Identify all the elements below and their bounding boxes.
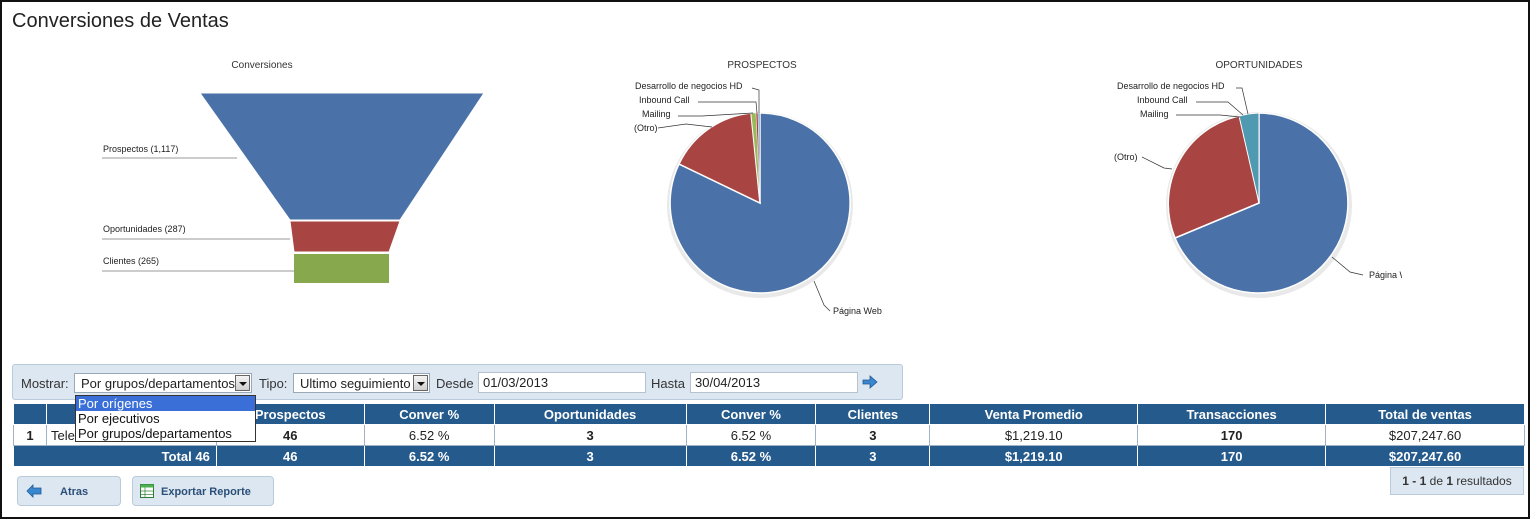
prospectos-pie-chart: Desarrollo de negocios HD Inbound Call M…: [634, 81, 882, 316]
row-conver-1: 6.52 %: [363, 424, 495, 446]
total-transacciones: 170: [1137, 445, 1327, 467]
funnel-label-clientes: Clientes: [103, 256, 136, 266]
funnel-chart-title: Conversiones: [231, 60, 293, 71]
pie-label-otro: (Otro): [634, 123, 658, 133]
pager-from: 1: [1402, 474, 1409, 488]
tipo-select-value: Ultimo seguimiento: [300, 376, 411, 391]
total-venta-promedio: $1,219.10: [929, 445, 1139, 467]
pie-slice-desarrollo-hd: [1238, 112, 1260, 204]
hasta-label: Hasta: [651, 376, 685, 391]
pager-to: 1: [1419, 474, 1427, 488]
funnel-chart: Prospectos (1,117) Oportunidades (287) C…: [102, 92, 485, 283]
funnel-stage-oportunidades: [289, 220, 401, 253]
funnel-value-oportunidades: (287): [165, 224, 186, 234]
dropdown-option-ejecutivos[interactable]: Por ejecutivos: [78, 411, 160, 426]
total-clientes: 3: [815, 445, 931, 467]
mostrar-dropdown-list: Por orígenes Por ejecutivos Por grupos/d…: [75, 395, 256, 442]
header-conver-1[interactable]: Conver %: [363, 403, 495, 425]
funnel-value-clientes: (265): [138, 256, 159, 266]
pager-de: de: [1426, 474, 1447, 488]
header-num: [13, 403, 47, 425]
funnel-stage-clientes: [294, 254, 389, 283]
desde-label: Desde: [436, 376, 474, 391]
total-label: Total 46: [13, 445, 217, 467]
oportunidades-pie-chart: Desarrollo de negocios HD Inbound Call M…: [1114, 81, 1402, 298]
page-title: Conversiones de Ventas: [12, 10, 229, 32]
desde-date-input[interactable]: [478, 372, 646, 393]
pie-label-otro: (Otro): [1114, 152, 1138, 162]
row-transacciones[interactable]: 170: [1137, 424, 1327, 446]
arrow-right-icon[interactable]: [861, 373, 879, 391]
pager-count: 1: [1446, 474, 1454, 488]
mostrar-label: Mostrar:: [21, 376, 69, 391]
funnel-label-oportunidades: Oportunidades: [103, 224, 163, 234]
pie-label-inbound-call: Inbound Call: [639, 95, 690, 105]
pie-label-mailing: Mailing: [642, 109, 671, 119]
atras-button[interactable]: Atras: [17, 476, 121, 506]
header-transacciones[interactable]: Transacciones: [1137, 403, 1327, 425]
pie-slice-otro: [1167, 114, 1260, 239]
header-total-ventas[interactable]: Total de ventas: [1325, 403, 1525, 425]
total-prospectos: 46: [215, 445, 365, 467]
chevron-down-icon[interactable]: [235, 375, 250, 391]
arrow-left-icon: [26, 484, 42, 498]
tipo-select[interactable]: Ultimo seguimiento: [293, 373, 430, 393]
hasta-date-input[interactable]: [690, 372, 858, 393]
total-oportunidades: 3: [493, 445, 687, 467]
dropdown-option-origenes[interactable]: Por orígenes: [76, 396, 255, 411]
header-clientes[interactable]: Clientes: [815, 403, 931, 425]
svg-text:Oportunidades (287): Oportunidades (287): [103, 224, 186, 234]
total-conver-1: 6.52 %: [363, 445, 495, 467]
row-conver-2: 6.52 %: [685, 424, 817, 446]
mostrar-select-value: Por grupos/departamentos: [81, 376, 235, 391]
filter-bar: Mostrar: Por grupos/departamentos Tipo: …: [12, 364, 903, 400]
row-num: 1: [13, 424, 47, 446]
exportar-reporte-label: Exportar Reporte: [161, 486, 251, 498]
atras-button-label: Atras: [60, 486, 89, 498]
exportar-reporte-button[interactable]: Exportar Reporte: [132, 476, 274, 506]
pager-sep: -: [1408, 474, 1420, 488]
pie-slice-pagina-web: [1174, 112, 1349, 294]
total-total-ventas: $207,247.60: [1325, 445, 1525, 467]
row-total-ventas: $207,247.60: [1325, 424, 1525, 446]
header-conver-2[interactable]: Conver %: [685, 403, 817, 425]
mostrar-select[interactable]: Por grupos/departamentos: [74, 373, 252, 393]
pie-label-pagina-web: Página Web: [1369, 270, 1402, 280]
spreadsheet-icon: [140, 484, 154, 498]
total-conver-2: 6.52 %: [685, 445, 817, 467]
pie-label-desarrollo-hd: Desarrollo de negocios HD: [1117, 81, 1225, 91]
pie-label-pagina-web: Página Web: [833, 306, 882, 316]
funnel-label-prospectos: Prospectos: [103, 144, 149, 154]
pager-suffix: resultados: [1453, 474, 1512, 488]
svg-text:Clientes (265): Clientes (265): [103, 256, 159, 266]
row-oportunidades[interactable]: 3: [493, 424, 687, 446]
pagination-summary: 1 - 1 de 1 resultados: [1390, 467, 1524, 495]
header-oportunidades[interactable]: Oportunidades: [493, 403, 687, 425]
table-total-row: Total 46 46 6.52 % 3 6.52 % 3 $1,219.10 …: [13, 445, 1525, 467]
prospectos-chart-title: PROSPECTOS: [727, 60, 797, 71]
tipo-label: Tipo:: [259, 376, 288, 391]
pie-label-desarrollo-hd: Desarrollo de negocios HD: [635, 81, 743, 91]
oportunidades-chart-title: OPORTUNIDADES: [1215, 60, 1303, 71]
pie-label-mailing: Mailing: [1140, 109, 1169, 119]
row-clientes[interactable]: 3: [815, 424, 931, 446]
funnel-stage-prospectos: [199, 92, 485, 221]
header-venta-promedio[interactable]: Venta Promedio: [929, 403, 1139, 425]
svg-text:Prospectos (1,117): Prospectos (1,117): [103, 144, 178, 154]
chevron-down-icon[interactable]: [413, 375, 428, 391]
funnel-value-prospectos: (1,117): [151, 144, 179, 154]
pie-label-inbound-call: Inbound Call: [1137, 95, 1188, 105]
dropdown-option-grupos[interactable]: Por grupos/departamentos: [78, 426, 232, 441]
row-venta-promedio: $1,219.10: [929, 424, 1139, 446]
